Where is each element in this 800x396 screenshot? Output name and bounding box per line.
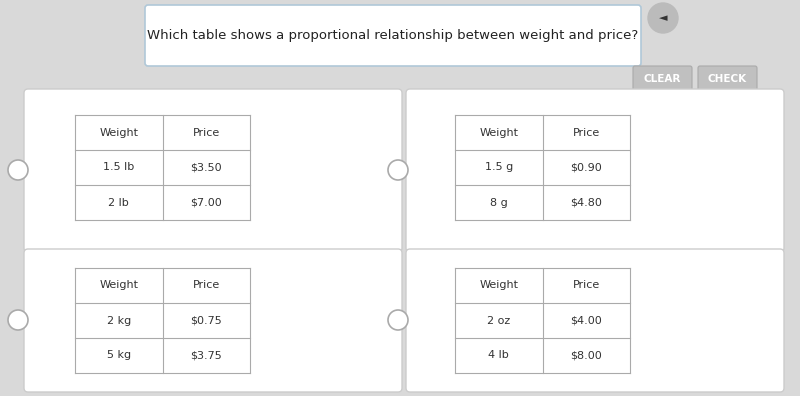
Text: $0.90: $0.90 [570, 162, 602, 173]
Text: ◄: ◄ [658, 13, 667, 23]
Text: $3.75: $3.75 [190, 350, 222, 360]
Text: 2 kg: 2 kg [106, 316, 131, 326]
Text: $0.75: $0.75 [190, 316, 222, 326]
Text: $7.00: $7.00 [190, 198, 222, 208]
Text: 2 oz: 2 oz [487, 316, 510, 326]
Text: Price: Price [573, 280, 600, 291]
Text: $3.50: $3.50 [190, 162, 222, 173]
Text: Weight: Weight [479, 128, 518, 137]
Circle shape [8, 160, 28, 180]
Circle shape [8, 310, 28, 330]
Text: Which table shows a proportional relationship between weight and price?: Which table shows a proportional relatio… [147, 29, 638, 42]
FancyBboxPatch shape [406, 249, 784, 392]
Text: 5 kg: 5 kg [106, 350, 131, 360]
FancyBboxPatch shape [145, 5, 641, 66]
FancyBboxPatch shape [698, 66, 757, 92]
Text: Price: Price [193, 280, 220, 291]
Text: $4.00: $4.00 [570, 316, 602, 326]
Text: CLEAR: CLEAR [644, 74, 681, 84]
Text: Weight: Weight [479, 280, 518, 291]
Text: $8.00: $8.00 [570, 350, 602, 360]
Circle shape [388, 310, 408, 330]
Text: Price: Price [193, 128, 220, 137]
Text: Weight: Weight [99, 128, 138, 137]
Text: Weight: Weight [99, 280, 138, 291]
FancyBboxPatch shape [406, 89, 784, 252]
Text: $4.80: $4.80 [570, 198, 602, 208]
Text: 8 g: 8 g [490, 198, 508, 208]
FancyBboxPatch shape [24, 89, 402, 252]
Text: Price: Price [573, 128, 600, 137]
FancyBboxPatch shape [633, 66, 692, 92]
Text: CHECK: CHECK [708, 74, 747, 84]
Circle shape [648, 3, 678, 33]
Text: 1.5 g: 1.5 g [485, 162, 513, 173]
Text: 4 lb: 4 lb [488, 350, 509, 360]
Text: 1.5 lb: 1.5 lb [103, 162, 134, 173]
Text: 2 lb: 2 lb [108, 198, 129, 208]
Circle shape [388, 160, 408, 180]
FancyBboxPatch shape [24, 249, 402, 392]
